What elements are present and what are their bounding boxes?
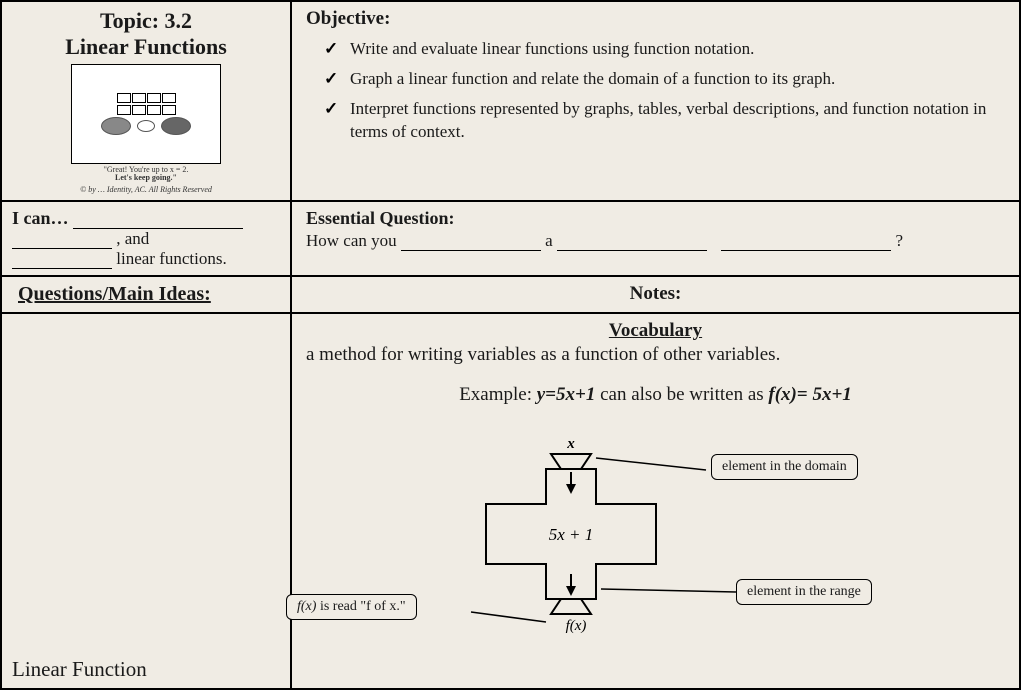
- comic-caption-2: Let's keep going.": [12, 174, 280, 182]
- ican-tail: linear functions.: [116, 249, 226, 268]
- example-mid: can also be written as: [595, 384, 768, 405]
- qmi-head-cell: Questions/Main Ideas:: [2, 277, 292, 312]
- arrow-in-head: [566, 484, 576, 494]
- arrow-out-head: [566, 586, 576, 596]
- eq-lead: How can you: [306, 231, 397, 250]
- blank-line: [12, 252, 112, 270]
- linear-function-label: Linear Function: [8, 649, 147, 682]
- objective-title: Objective:: [306, 8, 1005, 30]
- ican-title: I can…: [12, 208, 69, 228]
- vocab-definition: a method for writing variables as a func…: [306, 344, 1005, 366]
- blank-line: [401, 234, 541, 252]
- notes-title: Notes:: [306, 283, 1005, 305]
- row-header: Topic: 3.2 Linear Functions "Great! You'…: [2, 2, 1019, 202]
- worksheet-page: Topic: 3.2 Linear Functions "Great! You'…: [0, 0, 1021, 690]
- eq-end: ?: [895, 231, 903, 250]
- objective-cell: Objective: Write and evaluate linear fun…: [292, 2, 1019, 200]
- topic-label: Topic: 3.2: [12, 8, 280, 34]
- eq-mid: a: [545, 231, 553, 250]
- objective-item: Write and evaluate linear functions usin…: [324, 38, 1005, 61]
- machine-body-text: 5x + 1: [548, 525, 593, 544]
- connector-domain: [596, 458, 706, 470]
- qmi-body-cell: Linear Function: [2, 314, 292, 688]
- connector-read: [471, 612, 546, 622]
- callout-read-text: is read "f of x.": [316, 599, 405, 614]
- notes-body-cell: Vocabulary a method for writing variable…: [292, 314, 1019, 688]
- objective-item: Graph a linear function and relate the d…: [324, 68, 1005, 91]
- row-qmi-notes: Questions/Main Ideas: Notes:: [2, 277, 1019, 314]
- eq-cell: Essential Question: How can you a ?: [292, 202, 1019, 275]
- blank-line: [73, 212, 243, 230]
- topic-title: Linear Functions: [12, 34, 280, 60]
- example-eq1: y=5x+1: [537, 384, 596, 405]
- vocab-example: Example: y=5x+1 can also be written as f…: [306, 384, 1005, 406]
- ican-cell: I can… , and linear functions.: [2, 202, 292, 275]
- callout-domain: element in the domain: [711, 454, 858, 480]
- blank-line: [12, 232, 112, 250]
- topic-cell: Topic: 3.2 Linear Functions "Great! You'…: [2, 2, 292, 200]
- eq-title: Essential Question:: [306, 208, 1005, 229]
- fx-label: f(x): [565, 618, 586, 634]
- funnel-top: [551, 454, 591, 469]
- callout-range: element in the range: [736, 579, 872, 605]
- x-label: x: [566, 436, 575, 452]
- comic-illustration: [71, 64, 221, 164]
- objective-item: Interpret functions represented by graph…: [324, 98, 1005, 144]
- notes-head-cell: Notes:: [292, 277, 1019, 312]
- blank-line: [557, 234, 707, 252]
- funnel-bottom: [551, 599, 591, 614]
- connector-range: [601, 589, 736, 592]
- qmi-title: Questions/Main Ideas:: [12, 283, 280, 306]
- eq-line: How can you a ?: [306, 231, 1005, 251]
- ican-and: , and: [116, 229, 149, 248]
- example-pre: Example:: [459, 384, 537, 405]
- row-body: Linear Function Vocabulary a method for …: [2, 314, 1019, 688]
- example-eq2: f(x)= 5x+1: [768, 384, 851, 405]
- row-ican-eq: I can… , and linear functions. Essential…: [2, 202, 1019, 277]
- callout-read: f(x) is read "f of x.": [286, 594, 417, 620]
- blank-line: [721, 234, 891, 252]
- vocab-title: Vocabulary: [306, 320, 1005, 342]
- comic-credit: © by … Identity, AC. All Rights Reserved: [12, 186, 280, 194]
- objective-list: Write and evaluate linear functions usin…: [306, 38, 1005, 144]
- callout-read-fx: f(x): [297, 599, 316, 614]
